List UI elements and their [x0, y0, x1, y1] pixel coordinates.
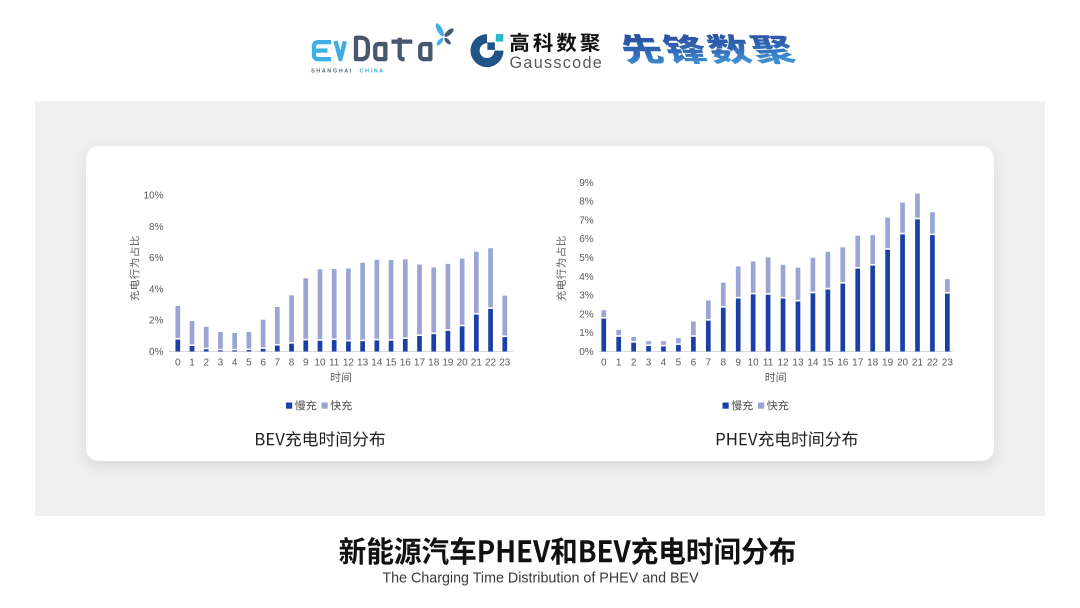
- svg-text:The Charging Time Distribution: The Charging Time Distribution of PHEV a…: [382, 571, 699, 587]
- svg-text:19: 19: [442, 358, 454, 369]
- svg-text:9%: 9%: [579, 178, 594, 189]
- svg-text:15: 15: [822, 358, 834, 369]
- svg-text:4: 4: [661, 358, 667, 369]
- svg-text:5%: 5%: [579, 253, 594, 264]
- svg-text:4%: 4%: [149, 284, 164, 295]
- svg-text:9: 9: [303, 358, 309, 369]
- svg-text:SHANGHAI: SHANGHAI: [311, 69, 353, 75]
- svg-text:22: 22: [485, 358, 497, 369]
- svg-text:23: 23: [942, 358, 954, 369]
- svg-text:21: 21: [471, 358, 483, 369]
- svg-text:8%: 8%: [149, 222, 164, 233]
- svg-text:1%: 1%: [579, 328, 594, 339]
- svg-text:14: 14: [807, 358, 819, 369]
- svg-text:16: 16: [837, 358, 849, 369]
- svg-text:2: 2: [203, 358, 209, 369]
- svg-text:10: 10: [314, 358, 326, 369]
- svg-text:5: 5: [246, 358, 252, 369]
- svg-text:12: 12: [777, 358, 789, 369]
- svg-text:6%: 6%: [579, 234, 594, 245]
- svg-text:3%: 3%: [579, 291, 594, 302]
- svg-text:8: 8: [289, 358, 295, 369]
- svg-text:7: 7: [275, 358, 281, 369]
- svg-text:CHINA: CHINA: [360, 69, 385, 75]
- svg-text:17: 17: [414, 358, 426, 369]
- svg-text:22: 22: [927, 358, 939, 369]
- svg-text:12: 12: [343, 358, 355, 369]
- svg-text:0: 0: [601, 358, 607, 369]
- svg-text:13: 13: [357, 358, 369, 369]
- svg-text:Gausscode: Gausscode: [510, 54, 604, 72]
- svg-text:7%: 7%: [579, 215, 594, 226]
- svg-text:2%: 2%: [579, 309, 594, 320]
- svg-text:1: 1: [189, 358, 195, 369]
- svg-text:10%: 10%: [143, 191, 163, 202]
- svg-text:18: 18: [867, 358, 879, 369]
- svg-text:8: 8: [720, 358, 726, 369]
- svg-text:10: 10: [748, 358, 760, 369]
- svg-text:4: 4: [232, 358, 238, 369]
- svg-text:2: 2: [631, 358, 637, 369]
- svg-text:17: 17: [852, 358, 864, 369]
- svg-text:1: 1: [616, 358, 622, 369]
- svg-text:4%: 4%: [579, 272, 594, 283]
- svg-text:3: 3: [218, 358, 224, 369]
- svg-text:11: 11: [763, 358, 774, 369]
- svg-text:20: 20: [457, 358, 469, 369]
- svg-text:0%: 0%: [579, 347, 594, 358]
- svg-text:3: 3: [646, 358, 652, 369]
- svg-text:8%: 8%: [579, 197, 594, 208]
- svg-text:19: 19: [882, 358, 894, 369]
- svg-text:2%: 2%: [149, 316, 164, 327]
- svg-text:0: 0: [175, 358, 181, 369]
- svg-text:14: 14: [371, 358, 383, 369]
- svg-text:6: 6: [691, 358, 697, 369]
- svg-text:20: 20: [897, 358, 909, 369]
- svg-text:6: 6: [260, 358, 266, 369]
- svg-text:7: 7: [706, 358, 712, 369]
- svg-text:15: 15: [385, 358, 397, 369]
- svg-text:0%: 0%: [149, 347, 164, 358]
- svg-text:9: 9: [735, 358, 741, 369]
- svg-text:21: 21: [912, 358, 924, 369]
- svg-text:16: 16: [400, 358, 412, 369]
- svg-text:23: 23: [499, 358, 511, 369]
- svg-text:13: 13: [792, 358, 804, 369]
- svg-text:11: 11: [329, 358, 340, 369]
- svg-text:6%: 6%: [149, 253, 164, 264]
- svg-text:5: 5: [676, 358, 682, 369]
- svg-text:18: 18: [428, 358, 440, 369]
